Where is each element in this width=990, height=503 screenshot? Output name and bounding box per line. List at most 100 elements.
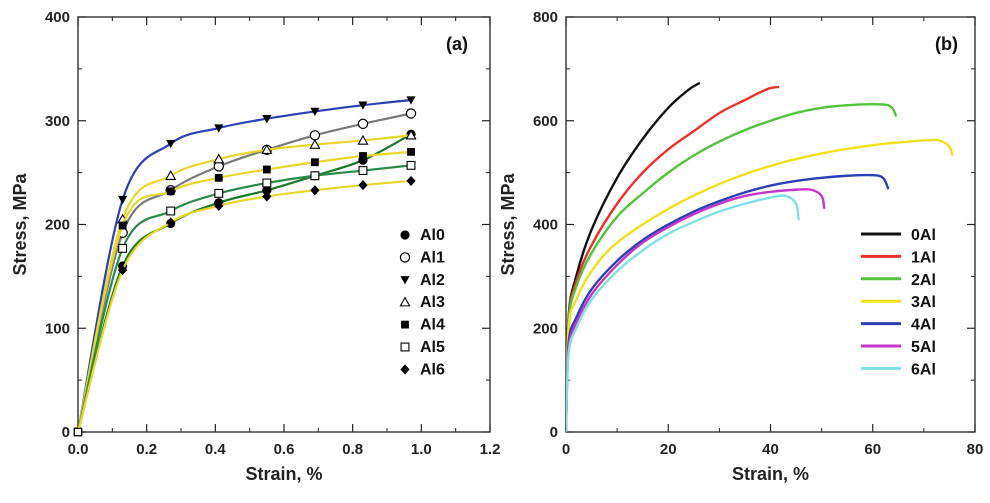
panel-label: (a)	[446, 34, 468, 54]
series-markers-al0	[73, 129, 416, 437]
series-line-al6	[78, 179, 413, 432]
series-3al	[566, 138, 954, 432]
x-axis-title: Strain, %	[732, 464, 809, 484]
legend-item-2al: 2Al	[861, 272, 936, 289]
al5-point-1	[118, 243, 128, 253]
legend-item-3al: 3Al	[861, 294, 936, 311]
x-tick-label: 0.4	[205, 441, 227, 458]
series-line-al2	[78, 98, 413, 432]
series-6al	[566, 194, 800, 432]
series-al0	[78, 133, 413, 432]
al5-point-7	[406, 160, 416, 170]
legend-al5-point-swatch	[400, 342, 410, 352]
legend-al4-point-swatch	[401, 320, 409, 329]
series-line-al3	[78, 134, 413, 432]
al1-point-7	[405, 108, 417, 119]
legend: 0Al 1Al 2Al 3Al 4Al 5Al 6Al	[861, 227, 936, 378]
series-line-4al	[566, 173, 890, 432]
al0-point-4	[262, 185, 272, 195]
legend-label: Al5	[420, 339, 445, 356]
legend-label: Al0	[420, 227, 445, 244]
y-tick-label: 200	[533, 320, 558, 337]
al1-point-6	[357, 118, 369, 130]
y-tick-label: 100	[45, 320, 70, 337]
legend-item-al3: Al3	[399, 294, 445, 311]
series-1al	[566, 85, 780, 432]
legend-al3-point-swatch	[399, 296, 411, 307]
legend-item-al0: Al0	[400, 227, 445, 244]
al2-point-6	[358, 101, 368, 110]
x-tick-label: 60	[864, 441, 881, 458]
legend-al1-point-swatch	[399, 252, 411, 263]
al4-point-3	[214, 173, 223, 182]
y-tick-label: 400	[45, 9, 70, 26]
series-al6	[78, 179, 413, 432]
x-tick-label: 1.2	[480, 441, 501, 458]
x-tick-label: 40	[762, 441, 779, 458]
series-line-al4	[78, 150, 413, 432]
series-line-5al	[566, 187, 826, 432]
al5-point-2	[166, 206, 176, 216]
x-tick-label: 80	[967, 441, 984, 458]
series-markers-al5	[73, 160, 416, 437]
x-tick-label: 0	[562, 441, 570, 458]
y-tick-label: 200	[45, 217, 70, 234]
y-axis-title: Stress, MPa	[10, 172, 30, 275]
series-line-al0	[78, 133, 413, 432]
series-2al	[566, 102, 897, 432]
y-tick-label: 300	[45, 113, 70, 130]
series-line-6al	[566, 194, 800, 432]
al6-point-4	[262, 191, 272, 202]
legend-label: Al3	[420, 294, 445, 311]
legend-label: Al4	[420, 317, 445, 334]
legend-label: 3Al	[911, 294, 936, 311]
series-line-2al	[566, 102, 897, 432]
series-5al	[566, 187, 826, 432]
y-tick-label: 800	[533, 9, 558, 26]
al3-point-2	[165, 170, 177, 180]
x-axis-title: Strain, %	[245, 464, 322, 484]
series-al3	[78, 134, 413, 432]
panel-label: (b)	[935, 34, 958, 54]
x-tick-label: 0.0	[68, 441, 89, 458]
al4-point-2	[166, 187, 175, 196]
legend-item-al1: Al1	[399, 249, 445, 266]
al2-point-2	[166, 139, 176, 149]
al3-point-5	[309, 138, 321, 149]
y-tick-label: 600	[533, 113, 558, 130]
al2-point-7	[406, 96, 416, 105]
legend-label: 6Al	[911, 361, 936, 378]
legend-label: 4Al	[911, 317, 936, 334]
al2-point-5	[310, 107, 320, 117]
legend-item-1al: 1Al	[861, 249, 936, 266]
legend-al0-point-swatch	[400, 230, 410, 240]
al2-point-1	[118, 195, 128, 205]
legend-item-0al: 0Al	[861, 227, 936, 244]
y-axis-title: Stress, MPa	[498, 172, 518, 275]
al6-point-1	[118, 265, 128, 276]
legend-item-4al: 4Al	[861, 317, 936, 334]
x-tick-label: 0.2	[136, 441, 157, 458]
al6-point-6	[358, 180, 368, 191]
series-line-1al	[566, 85, 780, 432]
x-tick-label: 0.6	[274, 441, 295, 458]
al6-point-7	[406, 175, 416, 186]
al3-point-6	[357, 134, 369, 145]
series-line-3al	[566, 138, 954, 432]
legend-item-al4: Al4	[401, 317, 445, 334]
legend-label: Al6	[420, 361, 445, 378]
legend-label: 2Al	[911, 272, 936, 289]
al1-point-5	[309, 130, 321, 141]
legend-al6-point-swatch	[400, 364, 410, 375]
al6-point-3	[214, 200, 224, 211]
al5-point-6	[358, 166, 368, 176]
al3-point-3	[213, 153, 225, 164]
legend-item-al2: Al2	[400, 272, 445, 289]
x-tick-label: 0.8	[342, 441, 363, 458]
x-tick-label: 1.0	[411, 441, 432, 458]
al5-point-4	[262, 178, 272, 188]
y-tick-label: 0	[62, 424, 70, 441]
series-markers-al6	[73, 175, 416, 437]
x-tick-label: 20	[660, 441, 677, 458]
